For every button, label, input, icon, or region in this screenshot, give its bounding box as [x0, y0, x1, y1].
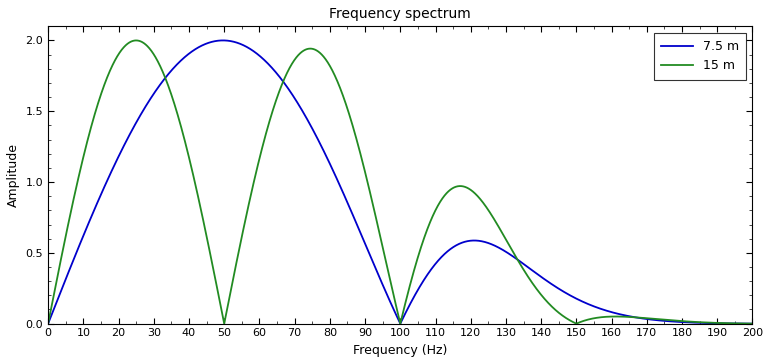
Line: 7.5 m: 7.5 m: [48, 40, 752, 324]
7.5 m: [142, 102, 152, 106]
7.5 m: [183, 52, 192, 57]
7.5 m: [523, 265, 532, 269]
15 m: [343, 108, 353, 113]
7.5 m: [398, 317, 407, 321]
7.5 m: [351, 219, 360, 224]
15 m: [132, 38, 141, 43]
15 m: [43, 321, 52, 326]
7.5 m: [343, 202, 353, 206]
15 m: [523, 274, 532, 278]
15 m: [142, 44, 152, 48]
X-axis label: Frequency (Hz): Frequency (Hz): [353, 344, 447, 357]
15 m: [748, 321, 757, 326]
7.5 m: [219, 38, 228, 43]
Line: 15 m: 15 m: [48, 40, 752, 324]
15 m: [398, 312, 407, 316]
15 m: [351, 134, 360, 139]
15 m: [183, 152, 192, 156]
7.5 m: [43, 321, 52, 326]
Y-axis label: Amplitude: Amplitude: [7, 143, 20, 207]
Legend: 7.5 m, 15 m: 7.5 m, 15 m: [654, 32, 746, 80]
Title: Frequency spectrum: Frequency spectrum: [330, 7, 471, 21]
7.5 m: [748, 321, 757, 326]
